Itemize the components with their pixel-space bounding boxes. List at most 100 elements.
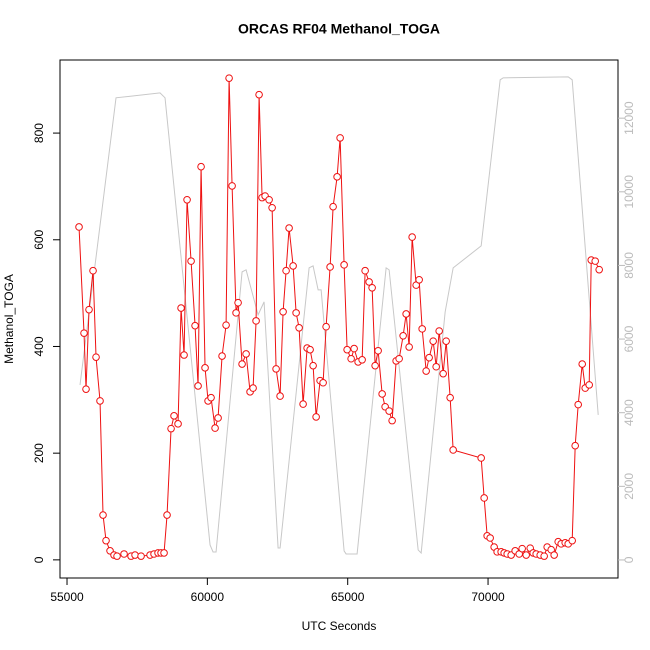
data-point [96,397,104,405]
data-point [232,309,240,317]
data-point [180,351,188,359]
data-point [402,310,410,318]
data-point [365,278,373,286]
data-point [374,346,382,355]
x-tick-label: 70000 [471,590,505,604]
data-point [368,283,376,292]
data-point [249,384,257,392]
data-point [418,325,426,333]
data-point [361,266,369,275]
data-line [79,76,599,555]
data-point [183,195,191,204]
data-point [371,361,379,370]
y-axis-label: Methanol_TOGA [2,274,16,364]
data-point [322,322,330,331]
x-tick-label: 60000 [191,590,225,604]
data-point [347,354,355,363]
y2-tick-label: 2000 [622,473,636,500]
data-point [319,378,327,387]
data-point [197,162,205,171]
data-point [395,354,403,363]
y-tick-label: 200 [32,443,46,463]
data-point [228,182,236,190]
data-point [540,552,548,560]
data-point [358,356,366,364]
data-point [336,134,344,142]
data-point [518,544,526,553]
data-point [214,414,222,422]
data-point [268,203,276,212]
data-point [292,309,300,317]
data-point [102,536,110,545]
data-point [486,534,494,542]
data-point [99,511,107,519]
data-point [201,364,209,372]
data-point [585,381,594,389]
data-point [289,262,297,270]
data-point [89,266,97,275]
data-point [378,390,386,398]
data-point [388,416,396,425]
y-tick-label: 600 [32,229,46,249]
data-point [272,365,280,373]
data-point [170,412,178,420]
data-point [329,202,337,211]
data-point [340,261,348,269]
data-point [591,257,600,265]
y2-tick-label: 10000 [622,175,636,209]
y-tick-label: 0 [32,556,46,563]
data-point [163,511,171,519]
data-point [285,224,293,232]
x-axis-label: UTC Seconds [302,619,377,633]
data-point [571,441,579,450]
data-point [399,332,407,340]
data-point [425,353,433,362]
data-point [350,344,358,353]
data-point [265,195,273,204]
data-point [326,263,334,271]
data-point [252,317,260,325]
data-point [405,343,413,351]
data-point [295,324,303,332]
data-point [432,362,440,371]
data-point [568,536,576,545]
data-point [439,369,447,378]
data-point [442,337,450,345]
data-point [242,350,250,358]
data-point [282,266,290,275]
x-tick-label: 65000 [331,590,365,604]
data-point [595,265,603,274]
data-point [222,321,230,329]
data-point [333,173,341,181]
data-point [574,400,582,409]
data-point [137,552,145,560]
y-tick-label: 800 [32,123,46,143]
data-point [385,407,393,415]
y2-tick-label: 12000 [622,101,636,135]
data-point [75,223,83,231]
x-tick-label: 55000 [50,590,84,604]
data-point [480,494,488,502]
data-point [211,424,219,432]
data-point [276,392,284,400]
data-point [435,327,443,335]
data-point [160,549,168,557]
data-point [446,393,454,402]
data-point [131,551,139,559]
data-point [422,367,430,375]
data-point [429,337,437,345]
data-point [80,329,88,337]
data-point [82,385,90,393]
data-point [415,275,423,284]
y2-tick-label: 8000 [622,252,636,279]
data-point [120,550,128,558]
data-point [477,454,485,462]
data-point [299,400,307,408]
data-point [187,257,195,265]
data-point [449,446,457,454]
data-point [92,353,100,361]
data-point [306,345,314,354]
data-point [191,321,199,330]
data-point [312,413,320,421]
